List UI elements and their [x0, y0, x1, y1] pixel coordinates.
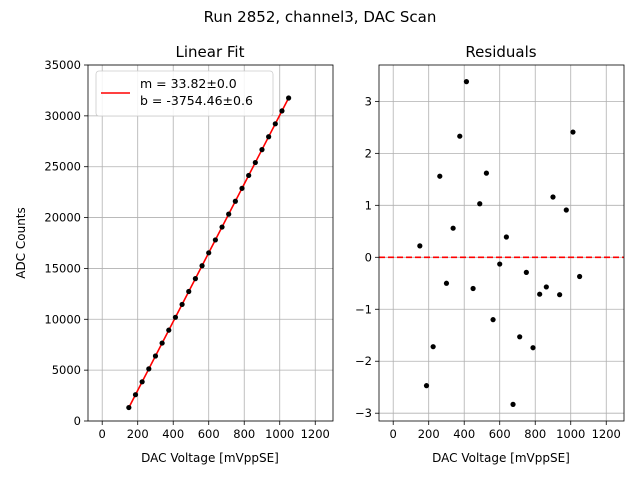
linear-fit-x-tick-label: 1200 [301, 427, 330, 441]
linear-fit-axes-frame [87, 64, 334, 422]
residuals-y-tick-label: 1 [365, 198, 372, 212]
linear-fit-data-point [159, 340, 165, 346]
residuals-data-point [430, 344, 436, 350]
residuals-y-tick-label: 3 [365, 94, 372, 108]
linear-fit-y-tick-label: 5000 [52, 363, 81, 377]
linear-fit-y-axis-label: ADC Counts [14, 207, 28, 279]
linear-fit-data-point [152, 353, 159, 359]
residuals-x-tick-label: 0 [390, 427, 397, 441]
residuals-data-point [543, 284, 549, 290]
residuals-x-axis-label: DAC Voltage [mVppSE] [432, 451, 570, 465]
linear-fit-data-point [206, 250, 212, 256]
residuals-data-point [577, 273, 583, 280]
linear-fit-y-tick-label: 15000 [44, 261, 81, 275]
legend-entry-slope: m = 33.82±0.0 [140, 76, 237, 91]
linear-fit-data-point [232, 198, 238, 204]
residuals-x-tick-label: 400 [453, 427, 475, 441]
linear-fit-y-tick-label: 10000 [44, 312, 81, 326]
residuals-x-tick-label: 1200 [592, 427, 621, 441]
residuals-axes-frame [378, 64, 625, 422]
linear-fit-data-point [139, 379, 145, 385]
residuals-data-point [463, 79, 470, 85]
linear-fit-data-point [212, 237, 218, 243]
residuals-data-point [517, 334, 523, 340]
residuals-y-tick-label: 2 [365, 146, 372, 160]
linear-fit-data-point [272, 121, 278, 127]
residuals-y-tick-label: 0 [365, 250, 372, 264]
legend-entry-intercept: b = -3754.46±0.6 [140, 93, 253, 108]
residuals-data-point [563, 207, 569, 213]
linear-fit-x-tick-label: 600 [198, 427, 220, 441]
residuals-data-point [557, 292, 563, 298]
linear-fit-data-point [179, 301, 185, 308]
linear-fit-y-tick-label: 0 [74, 414, 81, 428]
linear-fit-x-tick-label: 1000 [265, 427, 294, 441]
linear-fit-data-point [166, 327, 172, 333]
residuals-x-tick-label: 1000 [556, 427, 585, 441]
linear-fit-data-point [286, 95, 292, 101]
linear-fit-data-point [192, 276, 199, 282]
residuals-data-point [477, 201, 483, 207]
residuals-data-point [483, 170, 490, 176]
linear-fit-data-point [199, 263, 205, 269]
residuals-y-tick-label: −3 [355, 406, 372, 420]
linear-fit-y-tick-label: 25000 [44, 160, 81, 174]
linear-fit-x-tick-label: 200 [127, 427, 149, 441]
residuals-y-tick-label: −2 [355, 354, 372, 368]
linear-fit-x-tick-label: 400 [162, 427, 184, 441]
residuals-data-point [437, 173, 443, 179]
legend: m = 33.82±0.0 b = -3754.46±0.6 [95, 70, 274, 117]
linear-fit-data-point [246, 172, 252, 179]
linear-fit-y-tick-label: 20000 [44, 211, 81, 225]
residuals-data-point [523, 269, 529, 275]
linear-fit-data-point [226, 211, 232, 217]
linear-fit-data-point [266, 134, 272, 140]
residuals-data-point [537, 291, 543, 297]
residuals-data-point [457, 133, 463, 139]
linear-fit-data-point [132, 392, 139, 398]
residuals-data-point [443, 280, 450, 286]
residuals-x-tick-label: 200 [418, 427, 440, 441]
linear-fit-data-point [186, 288, 192, 295]
linear-fit-data-point [146, 366, 152, 372]
linear-fit-data-point [252, 159, 258, 166]
residuals-y-tick-label: −1 [355, 302, 372, 316]
legend-box [95, 70, 274, 117]
linear-fit-data-point [259, 147, 265, 153]
residuals-data-point [497, 261, 503, 267]
linear-fit-data-point [219, 224, 225, 230]
residuals-x-tick-label: 800 [524, 427, 546, 441]
linear-fit-y-tick-label: 30000 [44, 109, 81, 123]
residuals-title: Residuals [465, 43, 536, 61]
linear-fit-data-point [239, 185, 245, 191]
residuals-panel: Residuals 0 200 400 600 800 1000 1200 −3 −2 −1 0 1 2… [355, 43, 625, 465]
linear-fit-data-point [172, 314, 179, 320]
residuals-data-point [490, 317, 496, 323]
linear-fit-x-tick-label: 0 [99, 427, 106, 441]
linear-fit-data-point [279, 108, 285, 114]
residuals-data-point [510, 401, 516, 407]
residuals-data-point [423, 383, 430, 389]
linear-fit-panel: Linear Fit 0 200 400 600 800 1000 1200 0 5000 100… [14, 43, 334, 465]
figure-title: Run 2852, channel3, DAC Scan [204, 8, 437, 26]
residuals-data-point [570, 129, 576, 135]
linear-fit-y-tick-label: 35000 [44, 58, 81, 72]
residuals-data-point [550, 194, 556, 200]
linear-fit-data-point [126, 404, 132, 411]
linear-fit-title: Linear Fit [176, 43, 245, 61]
residuals-data-point [450, 225, 456, 231]
residuals-data-point [470, 285, 476, 292]
residuals-data-point [417, 243, 423, 249]
residuals-data-point [530, 345, 536, 351]
residuals-x-tick-label: 600 [489, 427, 511, 441]
residuals-data-point [503, 234, 509, 240]
linear-fit-x-tick-label: 800 [233, 427, 255, 441]
linear-fit-x-axis-label: DAC Voltage [mVppSE] [141, 451, 279, 465]
